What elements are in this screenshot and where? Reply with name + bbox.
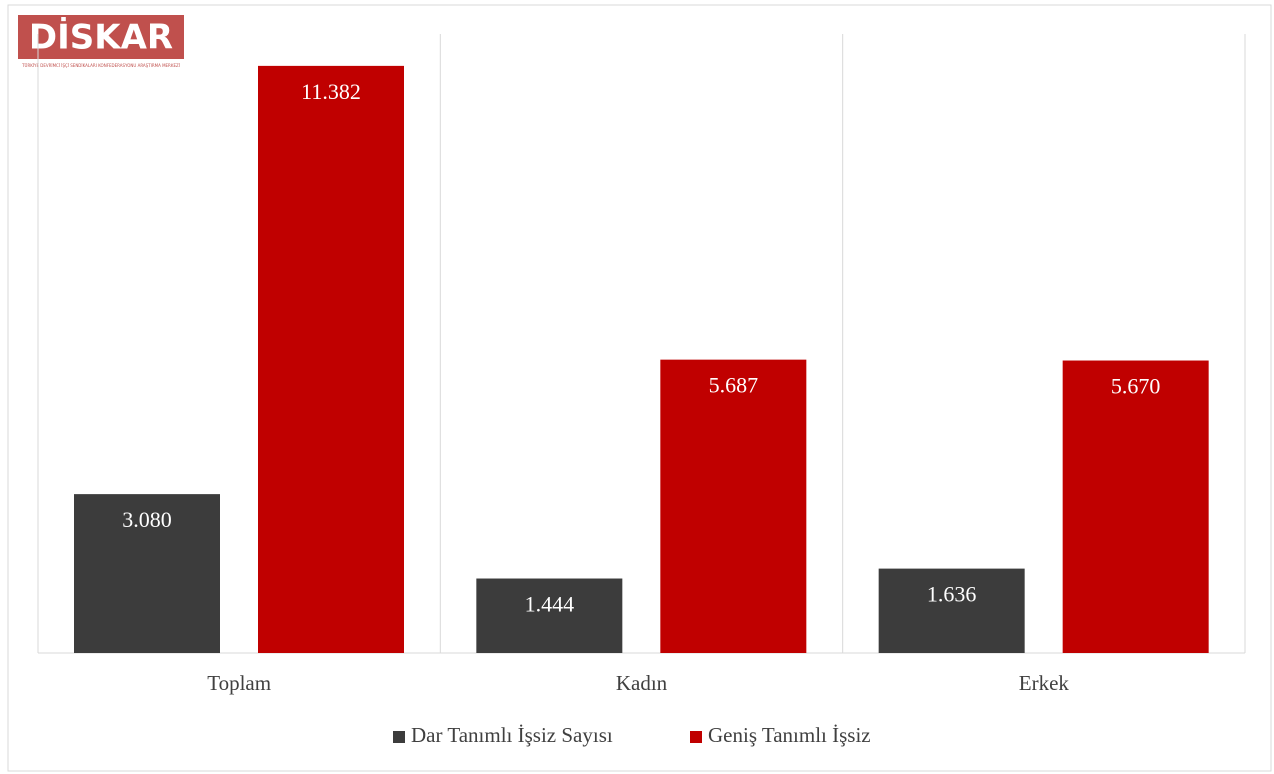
data-label: 5.670 [1111, 374, 1161, 399]
data-label: 5.687 [709, 373, 759, 398]
legend-label: Dar Tanımlı İşsiz Sayısı [411, 723, 613, 747]
data-label: 1.636 [927, 582, 977, 607]
logo: DİSKAR TÜRKİYE DEVRİMCİ İŞÇİ SENDİKALARI… [18, 15, 184, 71]
logo-subtitle: TÜRKİYE DEVRİMCİ İŞÇİ SENDİKALARI KONFED… [21, 63, 180, 68]
data-label: 3.080 [122, 507, 172, 532]
legend-swatch [690, 731, 702, 743]
bar [476, 578, 623, 653]
bar [660, 359, 807, 653]
legend-swatch [393, 731, 405, 743]
data-label: 11.382 [301, 79, 361, 104]
x-tick-label: Kadın [616, 671, 668, 695]
logo-band [18, 15, 184, 59]
data-label: 1.444 [525, 592, 575, 617]
logo-text: DİSKAR [29, 17, 173, 58]
x-tick-label: Erkek [1019, 671, 1070, 695]
legend-label: Geniş Tanımlı İşsiz [708, 723, 871, 747]
bar [74, 494, 220, 653]
bar [878, 568, 1025, 653]
bar [1062, 360, 1209, 653]
x-tick-label: Toplam [207, 671, 271, 695]
bar [258, 65, 404, 654]
